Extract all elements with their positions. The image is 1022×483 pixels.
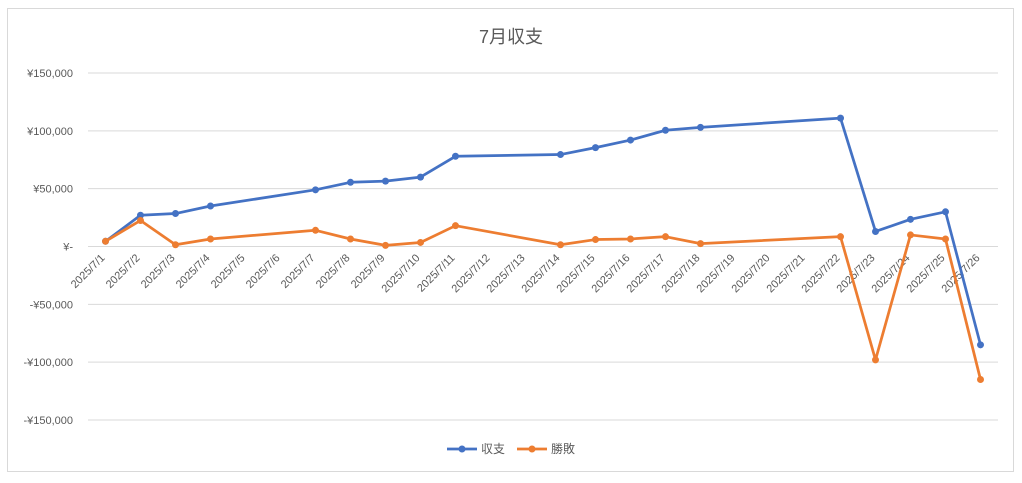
series-line xyxy=(104,116,982,346)
legend-label: 勝敗 xyxy=(551,441,575,456)
data-point xyxy=(452,152,459,160)
legend-label: 収支 xyxy=(481,442,505,456)
x-tick-label: 2025/7/10 xyxy=(380,252,423,295)
data-point xyxy=(662,233,669,241)
legend-marker xyxy=(528,445,536,453)
data-point xyxy=(312,226,319,234)
y-tick-label: ¥150,000 xyxy=(26,68,73,80)
chart-title: 7月収支 xyxy=(479,27,543,47)
data-point xyxy=(592,144,599,152)
y-tick-label: -¥100,000 xyxy=(23,357,73,369)
data-point xyxy=(102,237,109,245)
x-tick-label: 2025/7/5 xyxy=(209,252,248,291)
data-point xyxy=(382,241,389,249)
y-tick-label: -¥150,000 xyxy=(23,415,73,427)
data-point xyxy=(872,227,879,235)
legend-item: 収支 xyxy=(447,442,505,456)
series-1 xyxy=(102,114,984,349)
x-tick-label: 2025/7/8 xyxy=(314,252,353,291)
data-point xyxy=(557,151,564,159)
data-point xyxy=(977,341,984,349)
data-point xyxy=(417,238,424,246)
data-point xyxy=(312,186,319,194)
x-tick-label: 2025/7/1 xyxy=(69,252,108,291)
data-point xyxy=(942,235,949,243)
series-group xyxy=(102,114,984,384)
data-point xyxy=(137,216,144,224)
grid-lines xyxy=(88,72,998,421)
x-tick-label: 2025/7/6 xyxy=(244,252,283,291)
y-tick-label: -¥50,000 xyxy=(30,299,73,311)
data-point xyxy=(137,211,144,219)
data-point xyxy=(592,236,599,244)
data-point xyxy=(837,233,844,241)
data-point xyxy=(977,376,984,384)
data-point xyxy=(872,356,879,364)
series-line xyxy=(104,219,982,380)
data-point xyxy=(907,231,914,239)
legend-marker xyxy=(458,445,466,453)
x-tick-label: 2025/7/4 xyxy=(174,252,213,291)
data-point xyxy=(207,235,214,243)
data-point xyxy=(207,202,214,210)
data-point xyxy=(837,114,844,122)
legend-item: 勝敗 xyxy=(517,441,575,456)
chart-frame xyxy=(7,8,1014,472)
data-point xyxy=(627,235,634,243)
legend: 収支 勝敗 xyxy=(447,441,575,456)
y-tick-label: ¥100,000 xyxy=(26,126,73,138)
data-point xyxy=(627,136,634,144)
data-point xyxy=(417,173,424,181)
x-tick-label: 2025/7/3 xyxy=(139,252,178,291)
series-2 xyxy=(102,216,984,384)
data-point xyxy=(452,222,459,230)
y-tick-label: ¥50,000 xyxy=(32,184,73,196)
x-tick-label: 2025/7/7 xyxy=(279,252,318,291)
data-point xyxy=(907,215,914,223)
y-axis-ticks: ¥150,000 ¥100,000 ¥50,000 ¥- -¥50,000 -¥100,0… xyxy=(23,68,73,427)
y-tick-label: ¥- xyxy=(62,242,73,254)
data-point xyxy=(662,126,669,134)
data-point xyxy=(347,178,354,186)
data-point xyxy=(172,241,179,249)
data-point xyxy=(557,241,564,249)
data-point xyxy=(382,177,389,185)
data-point xyxy=(942,208,949,216)
x-tick-label: 2025/7/2 xyxy=(104,252,143,291)
data-point xyxy=(347,235,354,243)
data-point xyxy=(697,240,704,248)
data-point xyxy=(172,210,179,218)
data-point xyxy=(697,123,704,131)
